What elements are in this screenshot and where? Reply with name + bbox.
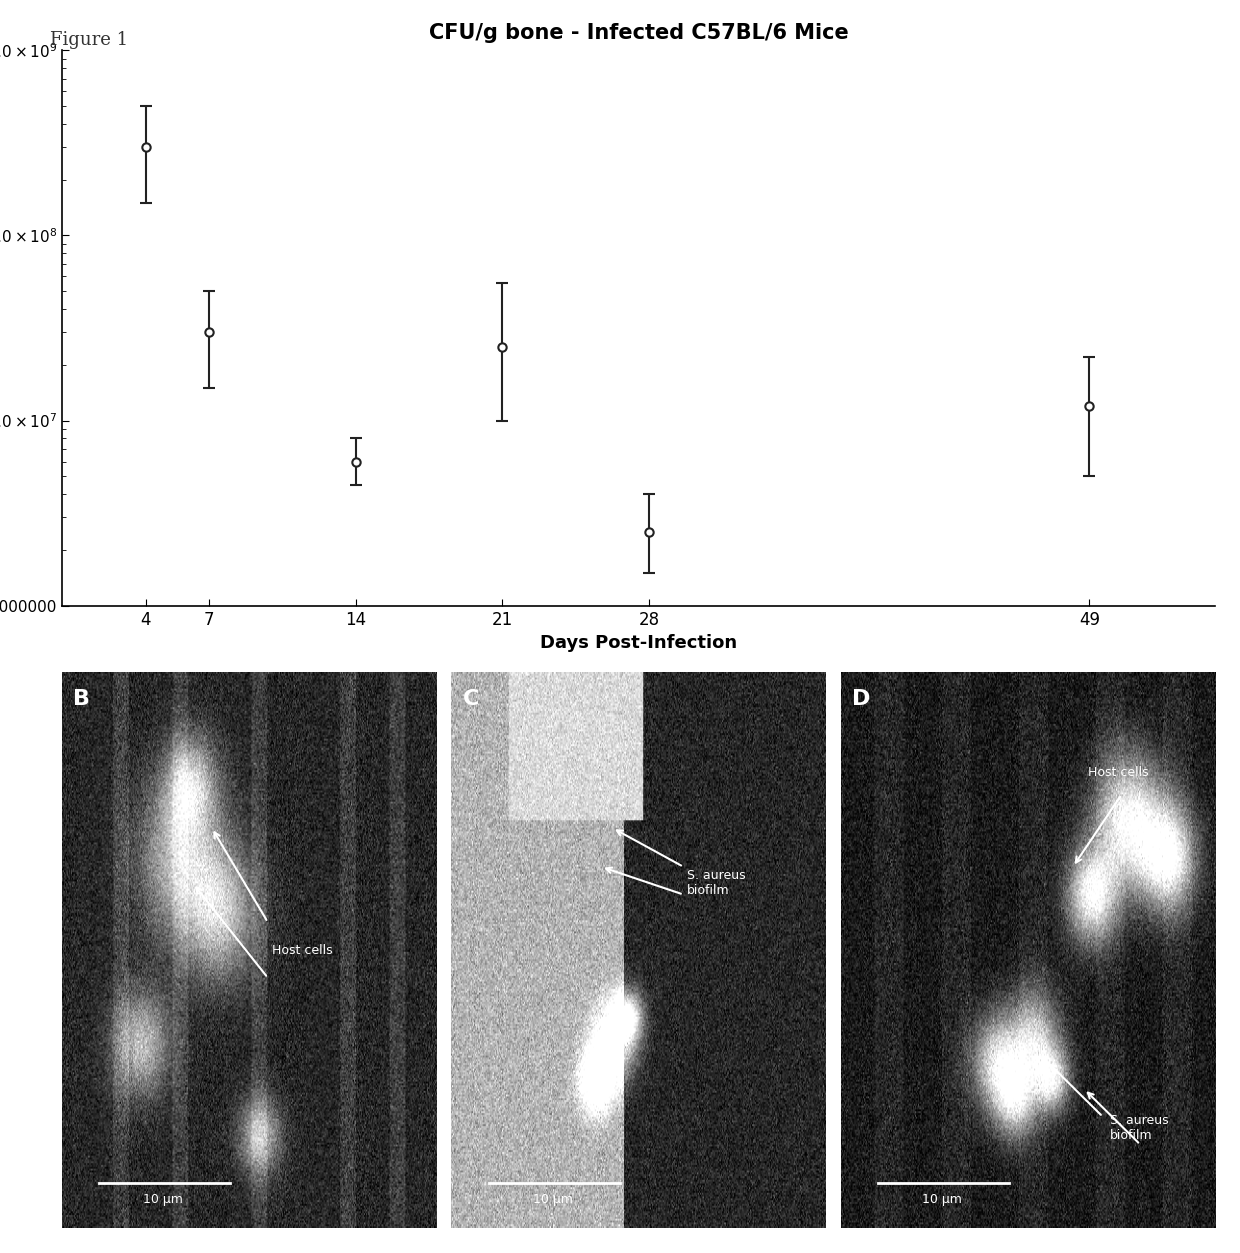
Text: Host cells: Host cells <box>1087 766 1148 779</box>
Text: D: D <box>852 689 870 709</box>
Text: 10 μm: 10 μm <box>921 1193 962 1205</box>
Text: Figure 1: Figure 1 <box>50 31 128 49</box>
Text: 10 μm: 10 μm <box>143 1193 184 1205</box>
Text: Host cells: Host cells <box>272 944 332 956</box>
Text: S. aureus
biofilm: S. aureus biofilm <box>1110 1114 1169 1141</box>
X-axis label: Days Post-Infection: Days Post-Infection <box>541 634 737 652</box>
Text: S. aureus
biofilm: S. aureus biofilm <box>687 870 746 897</box>
Text: 10 μm: 10 μm <box>532 1193 573 1205</box>
Text: C: C <box>463 689 479 709</box>
Title: CFU/g bone - Infected C57BL/6 Mice: CFU/g bone - Infected C57BL/6 Mice <box>429 23 848 43</box>
Text: B: B <box>73 689 91 709</box>
